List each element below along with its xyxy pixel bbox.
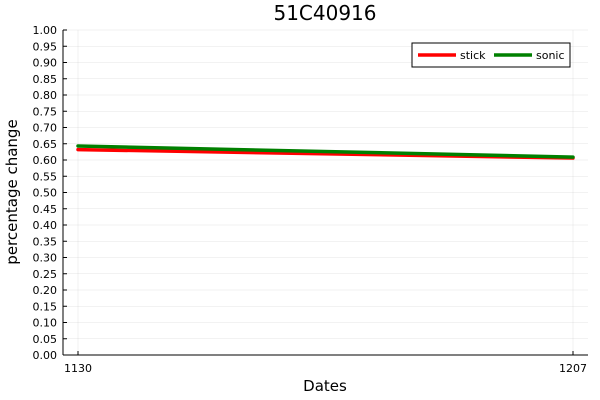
y-tick-label: 0.20 bbox=[33, 284, 58, 297]
y-tick-label: 0.60 bbox=[33, 154, 58, 167]
y-tick-label: 0.80 bbox=[33, 89, 58, 102]
x-axis-title: Dates bbox=[303, 377, 347, 395]
series-lines bbox=[76, 144, 575, 160]
y-tick-label: 0.90 bbox=[33, 57, 58, 70]
y-tick-label: 0.55 bbox=[33, 170, 58, 183]
y-tick-label: 0.75 bbox=[33, 105, 58, 118]
y-tick-label: 0.50 bbox=[33, 187, 58, 200]
y-tick-label: 0.30 bbox=[33, 252, 58, 265]
legend: stick sonic bbox=[411, 42, 571, 68]
y-tick-label: 0.95 bbox=[33, 40, 58, 53]
y-tick-label: 0.15 bbox=[33, 300, 58, 313]
y-tick-label: 0.85 bbox=[33, 73, 58, 86]
x-tick-label: 1130 bbox=[64, 362, 92, 375]
grid-lines bbox=[63, 29, 588, 356]
y-tick-label: 0.45 bbox=[33, 203, 58, 216]
y-ticks: 0.00 0.05 0.10 0.15 0.20 0.25 0.30 0.35 0.40 0.45… bbox=[33, 24, 67, 362]
y-tick-label: 0.35 bbox=[33, 235, 58, 248]
x-ticks: 1130 1207 bbox=[64, 351, 587, 375]
legend-label-sonic: sonic bbox=[536, 49, 565, 62]
x-tick-label: 1207 bbox=[559, 362, 587, 375]
y-tick-label: 1.00 bbox=[33, 24, 58, 37]
y-axis-title: percentage change bbox=[3, 119, 21, 264]
y-tick-label: 0.65 bbox=[33, 138, 58, 151]
y-tick-label: 0.25 bbox=[33, 268, 58, 281]
y-tick-label: 0.40 bbox=[33, 219, 58, 232]
y-tick-label: 0.00 bbox=[33, 349, 58, 362]
legend-label-stick: stick bbox=[460, 49, 486, 62]
y-tick-label: 0.05 bbox=[33, 333, 58, 346]
y-tick-label: 0.10 bbox=[33, 317, 58, 330]
chart-title: 51C40916 bbox=[273, 1, 376, 25]
y-tick-label: 0.70 bbox=[33, 122, 58, 135]
series-line-sonic bbox=[76, 144, 575, 159]
